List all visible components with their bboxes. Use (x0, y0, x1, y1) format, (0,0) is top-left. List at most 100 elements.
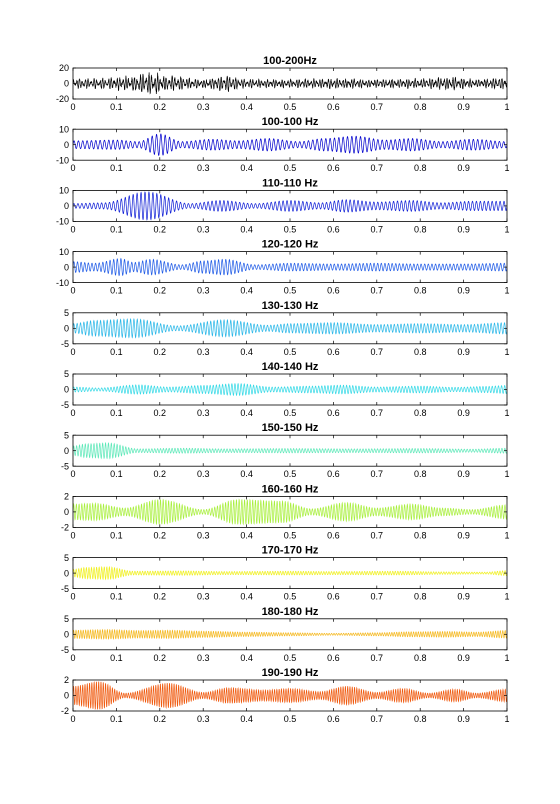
subplot-6: 140-140 Hz 0 0.1 0.2 0.3 0.4 0.5 0.6 0.7 0.8 0.9 1 5… (61, 361, 510, 418)
x-tick-label: 0.4 (240, 408, 253, 418)
x-tick-label: 0.5 (284, 102, 297, 112)
y-tick-label: 0 (64, 691, 69, 701)
y-tick-label: -2 (61, 523, 69, 533)
x-tick-label: 0.5 (284, 530, 297, 540)
x-tick-label: 0.9 (457, 286, 470, 296)
subplot-title: 180-180 Hz (262, 606, 319, 618)
y-tick-label: 2 (64, 492, 69, 502)
x-tick-label: 0.2 (154, 469, 167, 479)
series-line (73, 317, 507, 339)
y-tick-label: -5 (61, 400, 69, 410)
y-tick-label: 0 (64, 568, 69, 578)
x-tick-label: 0 (70, 592, 75, 602)
x-tick-label: 0.5 (284, 347, 297, 357)
x-tick-label: 0.1 (110, 224, 123, 234)
subplot-title: 140-140 Hz (262, 361, 319, 373)
series-line (73, 628, 507, 640)
x-tick-label: 0.8 (414, 592, 427, 602)
subplot-title: 170-170 Hz (262, 545, 319, 557)
subplot-11: 190-190 Hz 0 0.1 0.2 0.3 0.4 0.5 0.6 0.7 0.8 0.9 1 2… (61, 667, 510, 724)
y-tick-label: 0 (64, 385, 69, 395)
x-tick-label: 0.5 (284, 592, 297, 602)
x-tick-label: 1 (504, 347, 509, 357)
x-tick-label: 0.6 (327, 530, 340, 540)
y-tick-label: 5 (64, 614, 69, 624)
x-tick-label: 0 (70, 347, 75, 357)
y-tick-label: -20 (56, 94, 69, 104)
x-tick-label: 0.9 (457, 163, 470, 173)
x-tick-label: 0.5 (284, 163, 297, 173)
series-line (73, 565, 507, 581)
x-tick-label: 0.7 (371, 347, 384, 357)
x-tick-label: 0 (70, 714, 75, 724)
x-tick-label: 0.6 (327, 286, 340, 296)
series-line (73, 681, 507, 710)
series-line (73, 441, 507, 460)
subplot-title: 150-150 Hz (262, 422, 319, 434)
x-tick-label: 0.1 (110, 469, 123, 479)
y-tick-label: 0 (64, 140, 69, 150)
x-tick-label: 0.7 (371, 469, 384, 479)
x-tick-label: 1 (504, 530, 509, 540)
x-tick-label: 0.9 (457, 102, 470, 112)
x-tick-label: 0.7 (371, 224, 384, 234)
x-tick-label: 0.3 (197, 286, 210, 296)
x-tick-label: 0.7 (371, 286, 384, 296)
x-tick-label: 0.3 (197, 102, 210, 112)
x-tick-label: 1 (504, 286, 509, 296)
subplot-1: 100-200Hz 0 0.1 0.2 0.3 0.4 0.5 0.6 0.7 0.8 0.9 1 20… (56, 55, 510, 112)
x-tick-label: 0.4 (240, 347, 253, 357)
x-tick-label: 0.9 (457, 592, 470, 602)
x-tick-label: 0.3 (197, 163, 210, 173)
y-tick-label: 5 (64, 553, 69, 563)
y-tick-label: 10 (59, 247, 69, 257)
x-tick-label: 0.7 (371, 530, 384, 540)
x-tick-label: 0.6 (327, 347, 340, 357)
x-tick-label: 0.7 (371, 592, 384, 602)
series-line (73, 190, 507, 221)
x-tick-label: 0.5 (284, 408, 297, 418)
x-tick-label: 0.3 (197, 530, 210, 540)
subplot-4: 120-120 Hz 0 0.1 0.2 0.3 0.4 0.5 0.6 0.7 0.8 0.9 1 1… (56, 239, 510, 296)
x-tick-label: 0 (70, 224, 75, 234)
y-tick-label: 5 (64, 308, 69, 318)
x-tick-label: 0.3 (197, 408, 210, 418)
x-tick-label: 0.1 (110, 286, 123, 296)
x-tick-label: 0.5 (284, 714, 297, 724)
x-tick-label: 0.2 (154, 530, 167, 540)
x-tick-label: 0.4 (240, 224, 253, 234)
y-tick-label: -5 (61, 339, 69, 349)
subplot-5: 130-130 Hz 0 0.1 0.2 0.3 0.4 0.5 0.6 0.7 0.8 0.9 1 5… (61, 300, 510, 357)
x-tick-label: 0.7 (371, 102, 384, 112)
x-tick-label: 1 (504, 592, 509, 602)
series-line (73, 257, 507, 277)
x-tick-label: 0.8 (414, 469, 427, 479)
series-line (73, 72, 507, 95)
y-tick-label: 0 (64, 324, 69, 334)
x-tick-label: 0.5 (284, 224, 297, 234)
x-tick-label: 0.9 (457, 653, 470, 663)
subplot-title: 100-100 Hz (262, 116, 319, 128)
x-tick-label: 0.4 (240, 592, 253, 602)
x-tick-label: 0.1 (110, 408, 123, 418)
x-tick-label: 0.8 (414, 347, 427, 357)
x-tick-label: 0 (70, 102, 75, 112)
x-tick-label: 0.3 (197, 653, 210, 663)
x-tick-label: 0.6 (327, 102, 340, 112)
x-tick-label: 0.4 (240, 714, 253, 724)
y-tick-label: 0 (64, 201, 69, 211)
y-tick-label: 0 (64, 446, 69, 456)
x-tick-label: 0.7 (371, 653, 384, 663)
y-tick-label: 20 (59, 63, 69, 73)
subplot-title: 120-120 Hz (262, 239, 319, 251)
x-tick-label: 0.2 (154, 286, 167, 296)
series-line (73, 382, 507, 397)
x-tick-label: 0.1 (110, 347, 123, 357)
x-tick-label: 0.2 (154, 102, 167, 112)
subplot-title: 130-130 Hz (262, 300, 319, 312)
x-tick-label: 0.1 (110, 592, 123, 602)
x-tick-label: 0.8 (414, 653, 427, 663)
x-tick-label: 1 (504, 408, 509, 418)
subplot-title: 160-160 Hz (262, 483, 319, 495)
